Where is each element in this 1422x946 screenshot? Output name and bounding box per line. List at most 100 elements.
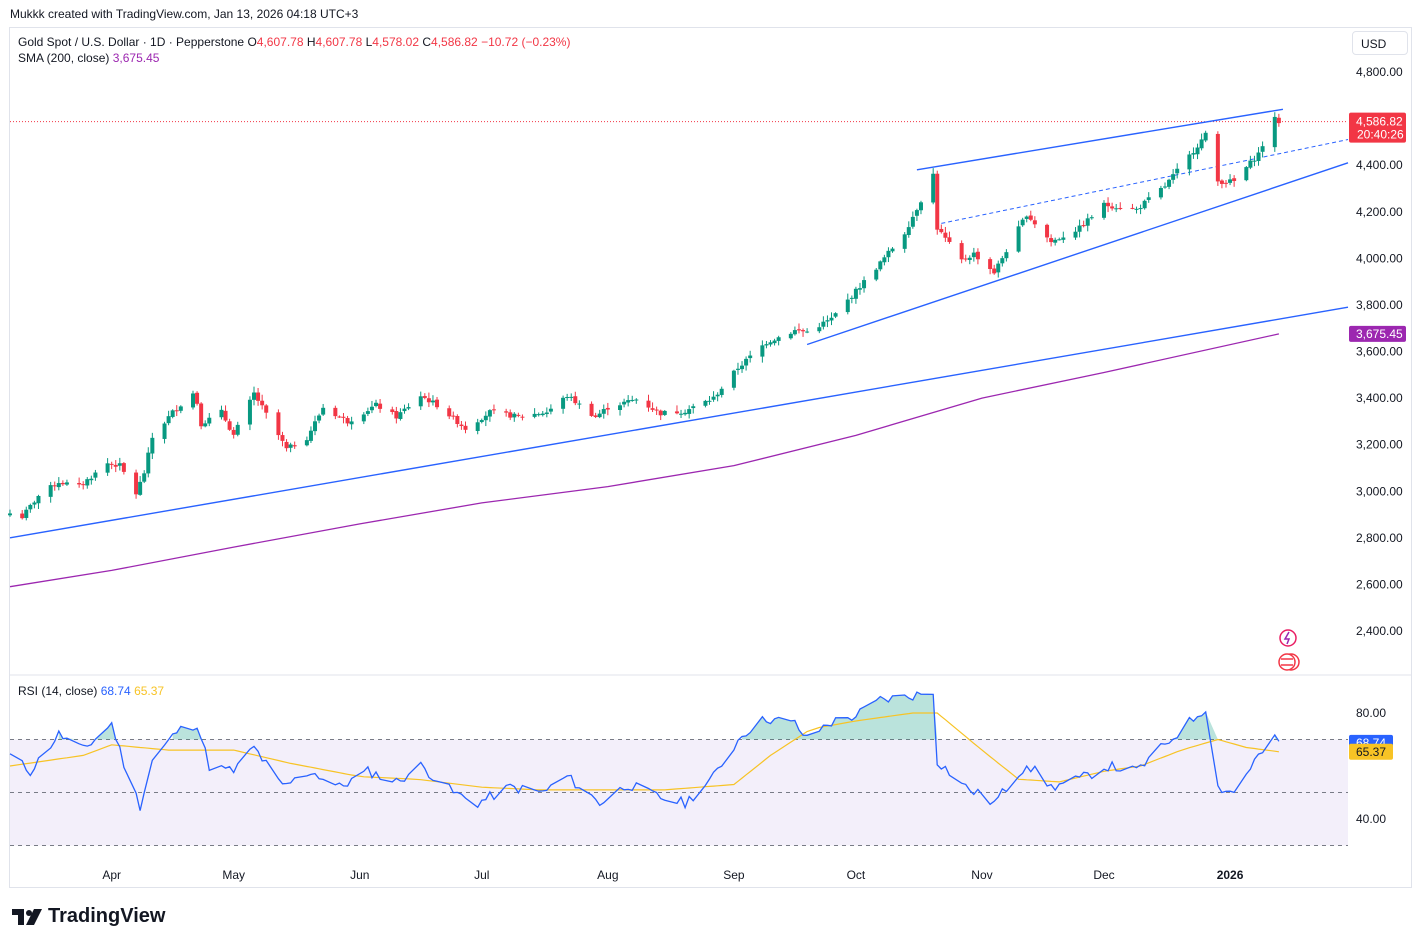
currency-button[interactable]: USD <box>1352 31 1408 55</box>
candle-body <box>345 418 350 424</box>
candle-body <box>1215 133 1220 182</box>
dividends-event-icon[interactable] <box>1279 629 1297 647</box>
candle-body <box>845 299 850 313</box>
candle-body <box>77 483 82 485</box>
candle-body <box>886 250 891 258</box>
candle-body <box>516 414 521 416</box>
candle-body <box>902 234 907 249</box>
candle-body <box>109 463 114 465</box>
candle-body <box>313 421 318 432</box>
candle-body <box>1219 180 1224 184</box>
trendline[interactable] <box>916 108 1284 171</box>
last-price-label: 4,586.82 <box>1356 115 1403 129</box>
candle-body <box>1260 146 1265 152</box>
candle-body <box>878 261 883 270</box>
candle-body <box>735 368 740 370</box>
candle-body <box>992 268 997 274</box>
candle-body <box>1232 178 1237 181</box>
candle-body <box>260 400 265 406</box>
candle-body <box>935 173 940 230</box>
rsi-ma-value-badge <box>1349 743 1393 760</box>
candle-body <box>304 440 309 446</box>
candle-body <box>32 502 37 505</box>
candle-body <box>772 340 777 344</box>
candle-body <box>796 329 801 331</box>
price-axis-tick: 4,400.00 <box>1356 158 1403 172</box>
candle-body <box>219 409 224 418</box>
candle-body <box>910 216 915 227</box>
trendline[interactable] <box>806 162 1349 346</box>
candle-body <box>374 402 379 407</box>
candle-body <box>618 405 623 410</box>
candle-body <box>548 408 553 412</box>
candle-body <box>748 355 753 359</box>
candle-body <box>1073 231 1078 238</box>
candle-body <box>337 416 342 418</box>
candle-body <box>760 345 765 357</box>
candle-body <box>561 397 566 409</box>
candle-body <box>235 424 240 435</box>
candle-body <box>487 410 492 417</box>
price-axis-tick: 3,000.00 <box>1356 484 1403 498</box>
candle-body <box>247 399 252 425</box>
time-axis-tick: Apr <box>102 868 121 882</box>
candle-body <box>1101 202 1106 218</box>
candle-body <box>1223 182 1228 184</box>
rsi-ma-value-label: 65.37 <box>1356 745 1386 759</box>
sma-price-badge <box>1349 325 1406 342</box>
price-axis-tick: 3,200.00 <box>1356 438 1403 452</box>
price-axis-tick: 4,800.00 <box>1356 65 1403 79</box>
candle-body <box>1175 168 1180 174</box>
rsi-legend: RSI (14, close) 68.74 65.37 <box>18 684 164 698</box>
bar-countdown: 20:40:26 <box>1357 128 1404 142</box>
candle-body <box>597 413 602 418</box>
candle-body <box>744 358 749 366</box>
candle-body <box>593 415 598 417</box>
candle-body <box>1272 116 1277 148</box>
trendline[interactable] <box>9 306 1349 539</box>
candle-body <box>1187 154 1192 170</box>
candle-body <box>947 237 952 242</box>
candle-body <box>914 210 919 216</box>
candle-body <box>365 411 370 414</box>
time-axis-tick: Nov <box>971 868 992 882</box>
candle-body <box>805 331 810 333</box>
price-axis-tick: 4,000.00 <box>1356 251 1403 265</box>
candle-body <box>544 412 549 415</box>
candle-body <box>1045 224 1050 238</box>
candle-body <box>975 251 980 260</box>
time-axis-tick: Aug <box>597 868 618 882</box>
time-axis-tick: May <box>222 868 245 882</box>
candle-body <box>430 400 435 403</box>
candle-body <box>170 410 175 417</box>
candle-body <box>849 297 854 299</box>
last-price-badge <box>1349 112 1406 143</box>
candle-body <box>504 411 509 413</box>
candle-body <box>276 412 281 436</box>
candle-body <box>369 406 374 411</box>
candle-body <box>89 478 94 481</box>
candle-body <box>284 441 289 449</box>
candle-body <box>117 463 122 466</box>
candle-body <box>703 400 708 406</box>
candle-body <box>422 396 427 398</box>
candle-body <box>1114 208 1119 210</box>
candle-body <box>48 485 53 497</box>
rsi-axis-tick: 40.00 <box>1356 812 1386 826</box>
candle-body <box>825 320 830 322</box>
candle-body <box>150 437 155 454</box>
candle-body <box>451 415 456 417</box>
candle-body <box>996 263 1001 273</box>
candle-body <box>1106 202 1111 207</box>
candle-body <box>483 415 488 421</box>
candle-body <box>512 413 517 418</box>
candle-body <box>776 337 781 341</box>
candle-body <box>508 412 513 418</box>
dashed-channel-midline[interactable] <box>941 139 1349 224</box>
candle-body <box>174 410 179 412</box>
candle-body <box>687 409 692 414</box>
candle-body <box>231 429 236 435</box>
time-axis-tick: Jul <box>474 868 489 882</box>
price-axis-tick: 3,600.00 <box>1356 345 1403 359</box>
